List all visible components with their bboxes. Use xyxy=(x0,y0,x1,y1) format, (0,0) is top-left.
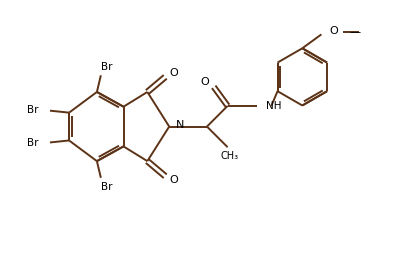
Text: —: — xyxy=(349,27,360,37)
Text: N: N xyxy=(176,119,184,130)
Text: CH₃: CH₃ xyxy=(220,151,238,161)
Text: Br: Br xyxy=(27,138,39,148)
Text: O: O xyxy=(169,175,178,185)
Text: NH: NH xyxy=(265,101,281,111)
Text: O: O xyxy=(329,26,338,36)
Text: Br: Br xyxy=(27,105,39,115)
Text: Br: Br xyxy=(101,62,112,72)
Text: O: O xyxy=(169,68,178,78)
Text: Br: Br xyxy=(101,182,112,192)
Text: O: O xyxy=(200,77,209,87)
